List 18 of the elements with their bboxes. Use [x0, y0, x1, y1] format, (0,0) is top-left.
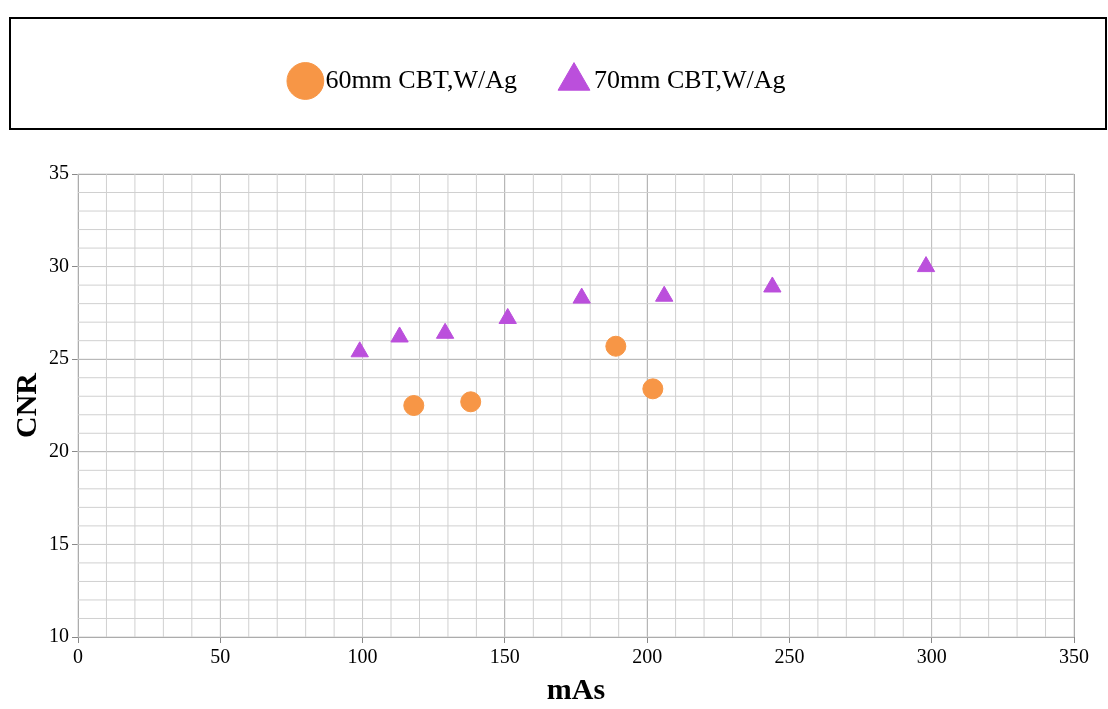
- y-axis-title: CNR: [8, 372, 42, 438]
- x-tick-label: 0: [73, 645, 83, 668]
- y-tick-label: 10: [49, 624, 69, 647]
- legend-label: 60mm CBT,W/Ag: [325, 64, 517, 94]
- x-tick-label: 350: [1059, 645, 1089, 668]
- y-tick-label: 30: [49, 253, 69, 276]
- x-tick-label: 200: [632, 645, 663, 668]
- x-tick-label: 250: [774, 645, 805, 668]
- y-tick-label: 25: [49, 346, 69, 369]
- x-tick-label: 150: [489, 645, 520, 668]
- y-tick-label: 35: [49, 161, 69, 184]
- y-tick-label: 20: [49, 439, 69, 462]
- x-tick-label: 50: [210, 645, 231, 668]
- x-tick-label: 100: [347, 645, 378, 668]
- x-axis-title: mAs: [546, 671, 606, 705]
- x-tick-label: 300: [916, 645, 947, 668]
- legend-label: 70mm CBT,W/Ag: [594, 64, 786, 94]
- y-tick-label: 15: [49, 531, 69, 554]
